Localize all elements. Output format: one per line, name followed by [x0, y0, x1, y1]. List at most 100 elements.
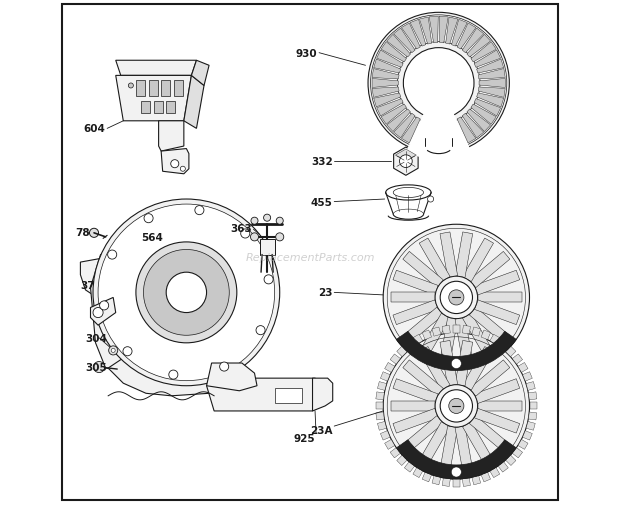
Circle shape [108, 346, 118, 355]
Polygon shape [477, 293, 522, 303]
Polygon shape [159, 122, 184, 152]
Polygon shape [422, 472, 432, 482]
Polygon shape [463, 238, 494, 282]
Circle shape [170, 161, 179, 168]
Polygon shape [91, 298, 116, 326]
Circle shape [128, 84, 133, 89]
Polygon shape [512, 354, 523, 365]
Polygon shape [474, 409, 520, 433]
Polygon shape [474, 379, 520, 403]
Polygon shape [457, 24, 476, 50]
Polygon shape [457, 118, 476, 143]
Circle shape [276, 233, 284, 241]
Polygon shape [116, 61, 197, 76]
Polygon shape [387, 110, 410, 132]
Polygon shape [378, 382, 387, 390]
Polygon shape [391, 293, 435, 303]
Polygon shape [387, 35, 410, 58]
Circle shape [264, 215, 271, 222]
Polygon shape [455, 232, 472, 278]
Circle shape [451, 467, 461, 477]
Polygon shape [442, 326, 450, 334]
Circle shape [404, 48, 474, 119]
Polygon shape [471, 105, 496, 125]
Polygon shape [453, 479, 460, 487]
Polygon shape [490, 334, 500, 344]
Polygon shape [469, 308, 510, 344]
Polygon shape [397, 455, 407, 466]
Polygon shape [481, 472, 490, 482]
Polygon shape [381, 42, 407, 63]
Circle shape [95, 274, 103, 282]
Circle shape [449, 290, 464, 306]
Polygon shape [410, 20, 426, 47]
Circle shape [144, 214, 153, 223]
Polygon shape [372, 69, 399, 80]
Circle shape [108, 250, 117, 260]
Text: 23: 23 [318, 288, 333, 298]
Polygon shape [442, 478, 450, 486]
Polygon shape [81, 258, 118, 295]
Polygon shape [419, 347, 450, 390]
Polygon shape [391, 401, 435, 411]
Circle shape [399, 156, 412, 168]
Polygon shape [479, 79, 505, 88]
Polygon shape [394, 114, 415, 138]
Polygon shape [474, 51, 501, 68]
Polygon shape [404, 462, 415, 472]
Circle shape [166, 273, 206, 313]
Circle shape [451, 359, 461, 369]
Polygon shape [440, 318, 458, 363]
Polygon shape [403, 252, 443, 288]
Polygon shape [413, 334, 423, 344]
Polygon shape [393, 300, 438, 325]
Polygon shape [422, 330, 432, 340]
Circle shape [89, 229, 99, 238]
Polygon shape [377, 51, 403, 68]
Polygon shape [381, 372, 390, 381]
Polygon shape [469, 252, 510, 288]
Polygon shape [396, 150, 417, 161]
Polygon shape [376, 412, 384, 420]
Circle shape [165, 225, 175, 235]
Polygon shape [463, 114, 484, 138]
Circle shape [167, 227, 173, 233]
Bar [154, 102, 162, 114]
Bar [141, 102, 150, 114]
Polygon shape [403, 308, 443, 344]
Polygon shape [390, 354, 401, 365]
Circle shape [123, 347, 132, 356]
Polygon shape [472, 327, 480, 336]
Circle shape [143, 250, 229, 336]
Polygon shape [477, 401, 522, 411]
Polygon shape [446, 18, 458, 45]
Polygon shape [403, 416, 443, 452]
Circle shape [98, 205, 275, 381]
Polygon shape [498, 340, 508, 350]
Polygon shape [100, 251, 116, 258]
Polygon shape [526, 422, 535, 430]
Text: 37: 37 [81, 280, 95, 290]
Polygon shape [419, 422, 450, 465]
Wedge shape [396, 440, 516, 479]
Text: 564: 564 [141, 232, 163, 242]
Polygon shape [467, 110, 490, 132]
Text: ReplacementParts.com: ReplacementParts.com [246, 252, 374, 263]
Circle shape [93, 308, 103, 318]
Text: 925: 925 [293, 433, 315, 443]
Polygon shape [463, 314, 494, 357]
Polygon shape [451, 20, 467, 47]
Circle shape [219, 362, 229, 371]
Circle shape [251, 218, 258, 225]
Bar [174, 81, 183, 96]
Polygon shape [429, 17, 438, 44]
Circle shape [435, 277, 477, 319]
Polygon shape [498, 462, 508, 472]
Polygon shape [529, 402, 537, 410]
Text: 930: 930 [296, 48, 317, 59]
Polygon shape [206, 378, 322, 411]
Text: 304: 304 [86, 333, 107, 343]
Circle shape [250, 233, 259, 241]
Polygon shape [381, 105, 407, 125]
Circle shape [368, 13, 509, 155]
